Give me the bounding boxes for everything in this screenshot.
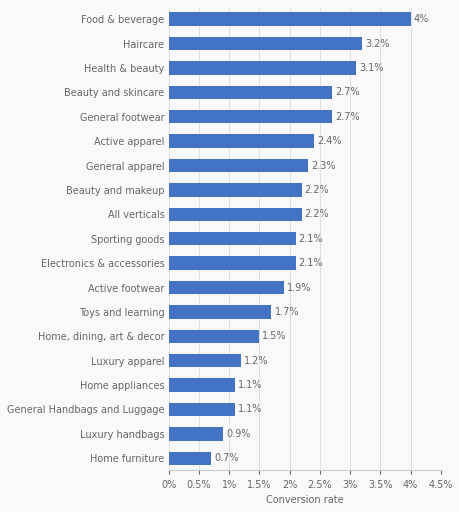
Text: 1.9%: 1.9% [286, 283, 310, 292]
Bar [168, 281, 283, 294]
Text: 2.7%: 2.7% [334, 88, 359, 97]
Bar [168, 86, 331, 99]
Text: 2.4%: 2.4% [316, 136, 341, 146]
Bar [168, 378, 235, 392]
Bar [168, 61, 355, 75]
Text: 0.9%: 0.9% [225, 429, 250, 439]
Text: 2.7%: 2.7% [334, 112, 359, 122]
Bar [168, 12, 410, 26]
Text: 0.7%: 0.7% [213, 453, 238, 463]
Text: 2.2%: 2.2% [304, 185, 329, 195]
Text: 3.1%: 3.1% [358, 63, 383, 73]
Bar [168, 403, 235, 416]
Text: 1.2%: 1.2% [244, 356, 268, 366]
Text: 1.5%: 1.5% [262, 331, 286, 342]
Text: 1.1%: 1.1% [238, 404, 262, 415]
Text: 4%: 4% [413, 14, 428, 24]
Bar [168, 37, 361, 50]
Bar [168, 452, 211, 465]
Text: 1.7%: 1.7% [274, 307, 298, 317]
Text: 2.3%: 2.3% [310, 161, 335, 170]
Bar [168, 330, 259, 343]
Bar [168, 110, 331, 123]
X-axis label: Conversion rate: Conversion rate [265, 495, 343, 505]
Bar [168, 135, 313, 148]
Bar [168, 159, 307, 172]
Bar [168, 232, 295, 245]
Text: 2.1%: 2.1% [298, 258, 323, 268]
Text: 2.1%: 2.1% [298, 233, 323, 244]
Bar [168, 257, 295, 270]
Bar [168, 183, 301, 197]
Bar [168, 305, 271, 318]
Bar [168, 427, 223, 441]
Text: 1.1%: 1.1% [238, 380, 262, 390]
Bar [168, 207, 301, 221]
Text: 2.2%: 2.2% [304, 209, 329, 219]
Text: 3.2%: 3.2% [364, 38, 389, 49]
Bar [168, 354, 241, 368]
